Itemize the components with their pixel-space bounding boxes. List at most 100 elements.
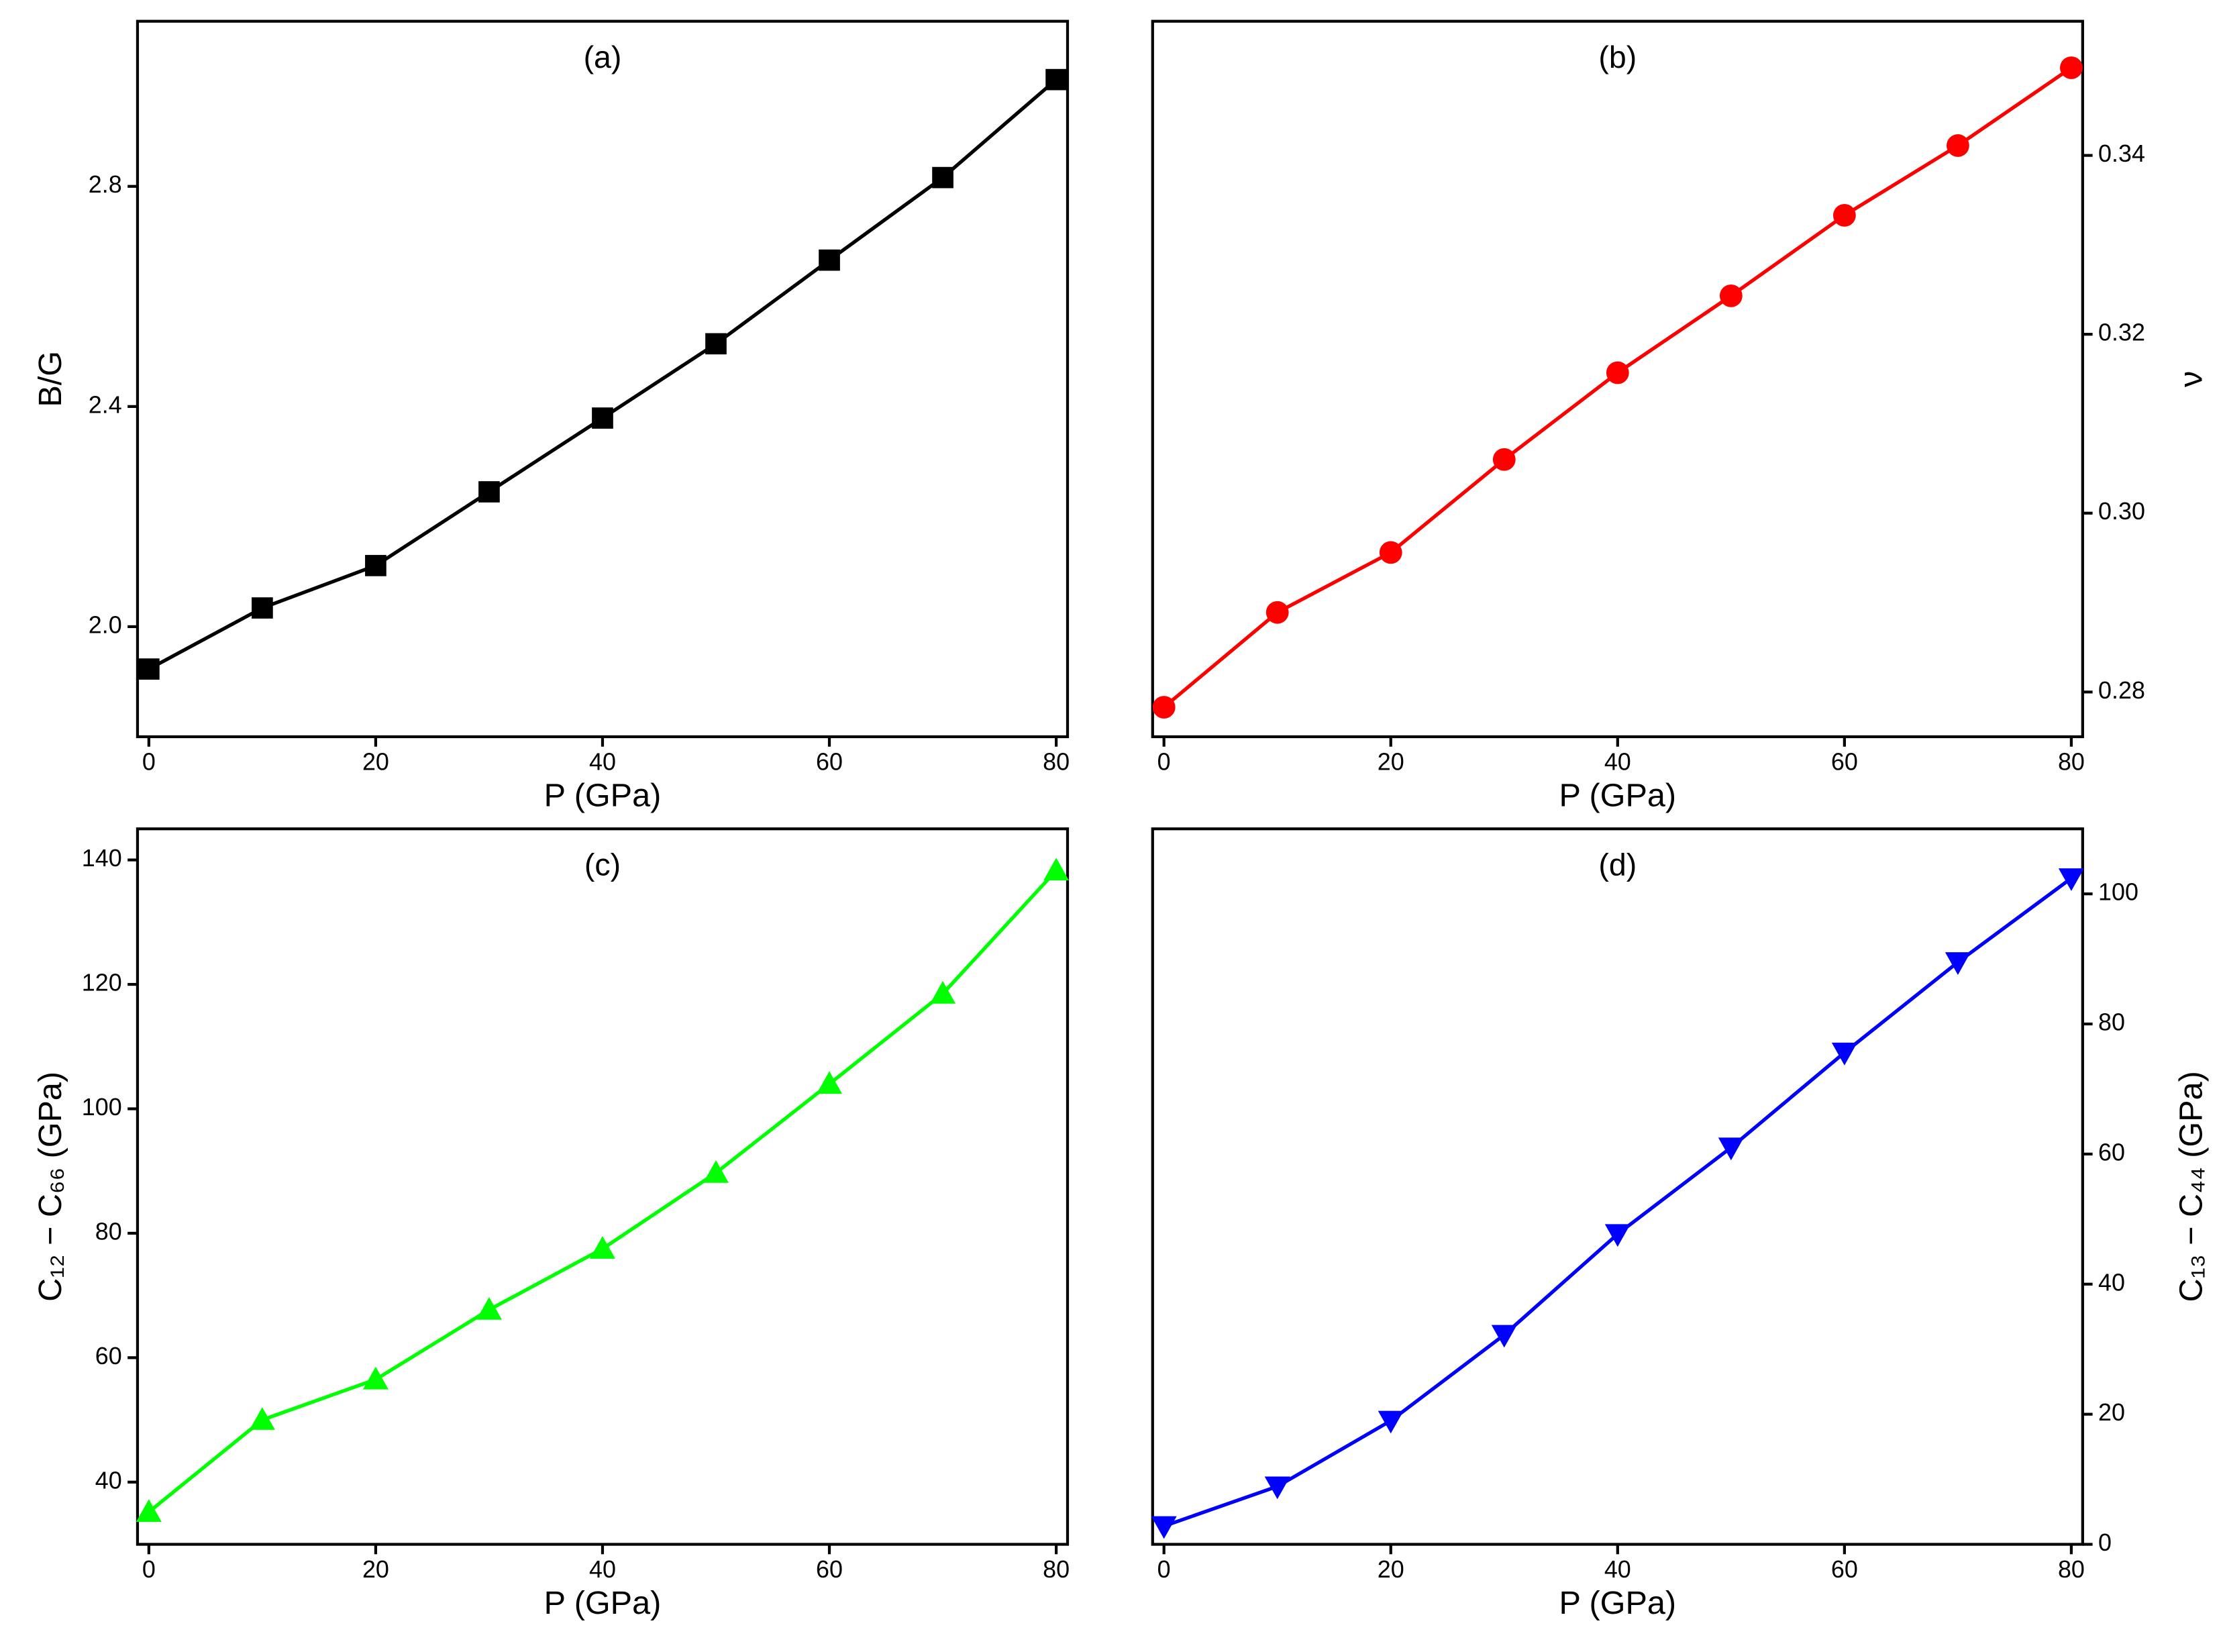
y-tick-label: 140 (82, 845, 122, 872)
data-line (1162, 66, 2073, 709)
marker (1945, 952, 1971, 975)
y-tick-label: 100 (2098, 879, 2138, 906)
y-tick-label: 2.0 (89, 611, 122, 638)
x-axis-label: P (GPa) (544, 1585, 662, 1621)
marker (1492, 448, 1516, 471)
x-tick-label: 20 (362, 749, 389, 776)
y-tick-label: 0.34 (2098, 140, 2145, 167)
marker (2060, 56, 2083, 79)
marker (136, 1499, 162, 1522)
marker (476, 1296, 502, 1320)
x-tick-label: 20 (1378, 1556, 1404, 1583)
y-axis-label: C₁₃ − C₄₄ (GPa) (2173, 1071, 2209, 1302)
plot-frame (1151, 827, 2084, 1546)
y-tick-label: 0.30 (2098, 498, 2145, 525)
y-tick-label: 20 (2098, 1399, 2125, 1426)
marker (1043, 858, 1070, 881)
x-tick-label: 20 (362, 1556, 389, 1583)
x-tick-label: 60 (1831, 1556, 1858, 1583)
panel-title: (c) (584, 847, 621, 882)
x-axis-label: P (GPa) (1559, 778, 1676, 814)
marker (1045, 68, 1067, 91)
x-tick-label: 80 (2058, 749, 2085, 776)
marker (930, 980, 956, 1004)
marker (932, 166, 953, 189)
marker (1264, 1476, 1290, 1500)
marker (592, 407, 613, 429)
x-tick-label: 0 (1157, 1556, 1171, 1583)
x-tick-label: 40 (589, 749, 616, 776)
y-tick-label: 60 (95, 1343, 122, 1370)
marker (1265, 601, 1289, 624)
panel-title: (d) (1598, 847, 1637, 882)
y-tick-label: 80 (95, 1218, 122, 1245)
marker (252, 597, 273, 619)
plot-frame (136, 827, 1070, 1546)
panel: 0 20 40 60 80 0.28 0.30 0.32 0.34 (b) P (GPa) ν (1151, 19, 2209, 814)
x-tick-label: 80 (1043, 749, 1070, 776)
marker (817, 1071, 843, 1094)
marker (1151, 1516, 1177, 1539)
panel: 0 20 40 60 80 2.0 2.4 2.8 (a) P (GPa) B/G (32, 19, 1070, 814)
y-tick-label: 100 (82, 1094, 122, 1121)
marker (589, 1236, 615, 1259)
marker (365, 555, 386, 576)
y-axis-label: B/G (32, 351, 68, 407)
y-tick-label: 0.32 (2098, 319, 2145, 346)
y-tick-label: 0 (2098, 1529, 2112, 1556)
x-tick-label: 60 (816, 1556, 843, 1583)
x-tick-label: 60 (816, 749, 843, 776)
y-tick-label: 0.28 (2098, 677, 2145, 704)
marker (1946, 134, 1969, 157)
x-tick-label: 40 (1604, 749, 1631, 776)
marker (138, 658, 160, 680)
marker (1378, 1410, 1404, 1434)
marker (819, 249, 840, 271)
x-tick-label: 60 (1831, 749, 1858, 776)
y-tick-label: 2.4 (89, 391, 122, 418)
marker (1606, 361, 1629, 384)
marker (362, 1366, 389, 1390)
marker (1379, 541, 1402, 564)
marker (1718, 1137, 1744, 1161)
marker (703, 1159, 729, 1183)
x-axis-label: P (GPa) (544, 778, 662, 814)
y-tick-label: 120 (82, 970, 122, 996)
y-axis-label: C₁₂ − C₆₆ (GPa) (32, 1072, 68, 1302)
marker (1152, 696, 1176, 719)
marker (1832, 204, 1856, 227)
panel-title: (a) (584, 40, 622, 74)
x-axis-label: P (GPa) (1559, 1585, 1676, 1621)
y-tick-label: 60 (2098, 1139, 2125, 1166)
x-tick-label: 0 (1157, 749, 1171, 776)
data-line (1163, 876, 2073, 1528)
marker (478, 481, 500, 503)
y-tick-label: 40 (95, 1467, 122, 1494)
marker (1604, 1224, 1631, 1247)
marker (249, 1407, 275, 1430)
y-tick-label: 2.8 (89, 171, 122, 198)
panel-title: (b) (1598, 40, 1637, 74)
x-tick-label: 40 (1604, 1556, 1631, 1583)
x-tick-label: 0 (142, 749, 156, 776)
panel: 0 20 40 60 80 0 20 40 60 80 100 (d) P (GPa) C₁₃ − C₄₄… (1151, 827, 2209, 1621)
marker (1491, 1325, 1517, 1348)
panel: 0 20 40 60 80 40 60 80 100 120 140 (c) P (GPa) C₁₂ − … (32, 827, 1070, 1621)
data-line (148, 78, 1057, 671)
plot-frame (136, 19, 1070, 739)
y-tick-label: 80 (2098, 1009, 2125, 1036)
x-tick-label: 80 (1043, 1556, 1070, 1583)
marker (2058, 868, 2084, 891)
data-line (148, 869, 1058, 1514)
x-tick-label: 20 (1378, 749, 1404, 776)
marker (1831, 1042, 1857, 1066)
y-axis-label: ν (2173, 371, 2209, 387)
x-tick-label: 40 (589, 1556, 616, 1583)
marker (705, 333, 727, 355)
y-tick-label: 40 (2098, 1269, 2125, 1296)
x-tick-label: 80 (2058, 1556, 2085, 1583)
marker (1719, 284, 1743, 307)
x-tick-label: 0 (142, 1556, 156, 1583)
